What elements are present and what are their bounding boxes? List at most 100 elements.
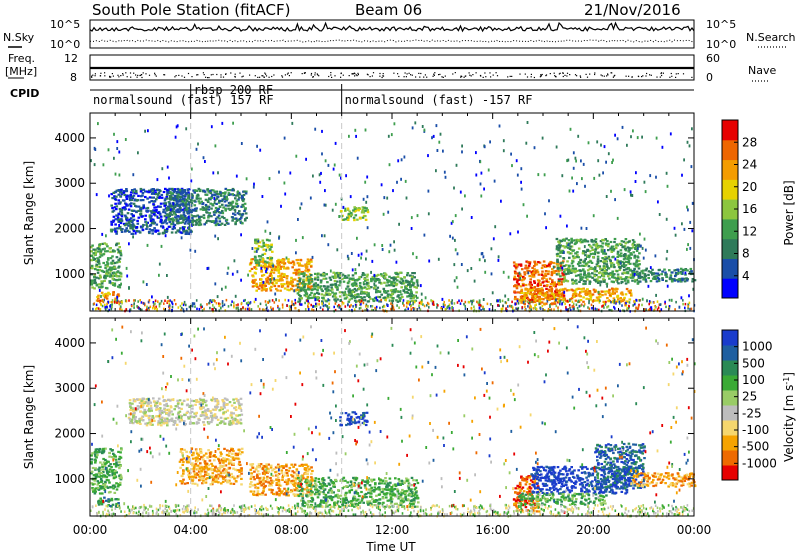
nave-dot (489, 72, 491, 74)
scatter-cell (175, 218, 178, 221)
scatter-cell (654, 272, 658, 275)
scatter-cell (674, 275, 677, 278)
ground-echo-cell (214, 300, 216, 303)
scatter-cell (110, 193, 113, 196)
nave-dot (675, 76, 677, 78)
scatter-cell (527, 271, 530, 275)
scatter-cell (575, 241, 578, 244)
scatter-cell (616, 250, 620, 253)
scatter-cell (589, 245, 592, 248)
scatter-cell (322, 285, 326, 288)
scatter-cell (208, 212, 212, 215)
scatter-cell (274, 279, 278, 282)
scatter-cell (137, 194, 140, 197)
ground-echo-cell (432, 303, 435, 306)
scatter-cell (601, 257, 604, 260)
scatter-cell (651, 268, 654, 271)
scatter-cell (91, 267, 94, 270)
scatter-cell (348, 291, 351, 294)
ground-echo-cell (613, 305, 615, 309)
ground-echo-cell (164, 299, 166, 302)
scatter-cell (638, 252, 641, 255)
scatter-cell (312, 174, 314, 178)
ground-echo-cell (403, 304, 405, 307)
scatter-cell (194, 189, 197, 192)
scatter-cell (644, 248, 647, 252)
ground-echo-cell (310, 303, 312, 307)
scatter-cell (574, 299, 578, 302)
nave-dot (656, 76, 658, 78)
scatter-cell (132, 202, 136, 205)
ground-echo-cell (566, 299, 569, 303)
scatter-cell (97, 245, 101, 248)
ground-echo-cell (643, 308, 646, 311)
scatter-cell (558, 267, 561, 270)
scatter-cell (623, 262, 625, 265)
scatter-cell (600, 268, 604, 272)
scatter-cell (581, 241, 584, 244)
scatter-cell (173, 204, 176, 207)
ground-echo-cell (99, 308, 102, 311)
scatter-cell (295, 269, 299, 272)
scatter-cell (351, 282, 355, 285)
scatter-cell (223, 200, 227, 203)
scatter-cell (116, 278, 119, 282)
scatter-cell (691, 201, 694, 205)
scatter-cell (390, 293, 394, 296)
scatter-cell (214, 144, 217, 148)
scatter-cell (350, 294, 353, 297)
scatter-cell (114, 230, 117, 233)
scatter-cell (636, 265, 640, 268)
scatter-cell (569, 245, 572, 248)
scatter-cell (583, 245, 586, 249)
scatter-cell (530, 286, 533, 289)
scatter-cell (118, 257, 122, 260)
ground-echo-cell (149, 305, 152, 309)
scatter-cell (344, 293, 348, 296)
nave-dot (92, 74, 94, 76)
nave-dot (638, 75, 640, 78)
scatter-cell (620, 255, 623, 258)
scatter-cell (106, 245, 109, 248)
ground-echo-cell (564, 302, 566, 306)
scatter-cell (176, 229, 179, 232)
scatter-cell (489, 140, 491, 144)
scatter-cell (283, 283, 286, 286)
scatter-cell (190, 196, 194, 199)
nave-dot (484, 72, 486, 74)
scatter-cell (244, 218, 247, 221)
scatter-cell (356, 293, 359, 296)
scatter-cell (313, 285, 316, 288)
scatter-cell (118, 286, 122, 289)
scatter-cell (179, 231, 183, 234)
scatter-cell (583, 272, 586, 275)
scatter-cell (339, 274, 342, 277)
ground-echo-cell (212, 304, 214, 307)
ground-echo-cell (121, 302, 123, 305)
scatter-cell (470, 267, 473, 270)
scatter-cell (392, 284, 396, 288)
scatter-cell (519, 295, 523, 298)
scatter-cell (484, 259, 486, 263)
scatter-cell (632, 129, 634, 133)
scatter-cell (237, 308, 240, 312)
scatter-cell (456, 252, 459, 256)
scatter-cell (411, 272, 414, 275)
scatter-cell (450, 221, 453, 225)
ground-echo-cell (101, 304, 104, 308)
scatter-cell (378, 290, 382, 293)
nave-dot (356, 75, 358, 77)
scatter-cell (225, 196, 228, 199)
scatter-cell (124, 138, 127, 141)
scatter-cell (114, 267, 117, 270)
ground-echo-cell (451, 299, 453, 302)
scatter-cell (605, 282, 609, 285)
ground-echo-cell (648, 302, 650, 306)
ground-echo-cell (121, 308, 123, 312)
scatter-cell (223, 223, 227, 226)
scatter-cell (647, 273, 650, 276)
scatter-cell (346, 254, 349, 258)
ground-echo-cell (128, 299, 130, 302)
ground-echo-cell (621, 304, 623, 307)
nave-dot (562, 72, 564, 74)
